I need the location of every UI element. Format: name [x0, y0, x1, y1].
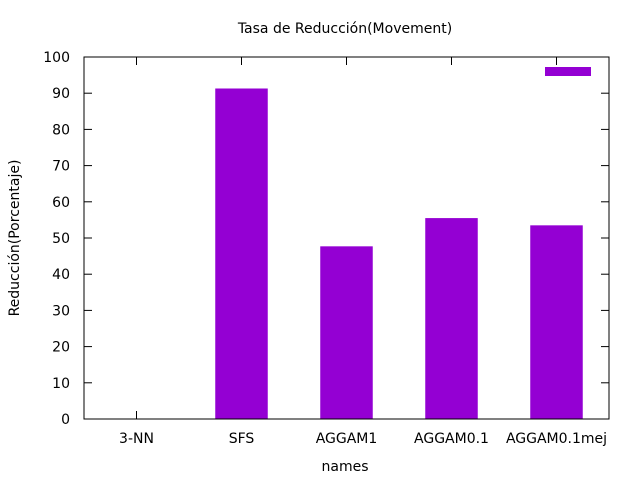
x-tick-label: AGGAM1: [316, 431, 378, 447]
bar-series: [215, 88, 583, 419]
y-tick-label: 20: [52, 340, 70, 356]
y-tick-label: 40: [52, 267, 70, 283]
x-tick-label: 3-NN: [119, 431, 154, 447]
bar: [215, 88, 268, 419]
legend-swatch: [545, 67, 591, 76]
y-tick-label: 30: [52, 303, 70, 319]
bar: [425, 218, 478, 419]
x-tick-label: SFS: [229, 431, 255, 447]
x-tick-label: AGGAM0.1: [414, 431, 489, 447]
y-tick-label: 50: [52, 231, 70, 247]
chart-title: Tasa de Reducción(Movement): [237, 21, 452, 37]
y-tick-label: 90: [52, 86, 70, 102]
y-tick-label: 10: [52, 376, 70, 392]
y-tick-label: 70: [52, 159, 70, 175]
bar: [320, 246, 373, 419]
y-tick-label: 0: [61, 412, 70, 428]
x-axis: 3-NN SFS AGGAM1 AGGAM0.1 AGGAM0.1mej: [119, 57, 607, 447]
y-tick-label: 60: [52, 195, 70, 211]
bar: [530, 225, 583, 419]
x-tick-label: AGGAM0.1mej: [506, 431, 607, 447]
y-axis-label: Reducción(Porcentaje): [7, 160, 23, 317]
y-tick-label: 80: [52, 122, 70, 138]
plot-frame: [83, 56, 610, 420]
y-tick-label: 100: [43, 50, 70, 66]
x-axis-label: names: [322, 459, 369, 475]
y-axis: 0 10 20 30 40 50 60 70 80 90 100: [43, 50, 609, 428]
